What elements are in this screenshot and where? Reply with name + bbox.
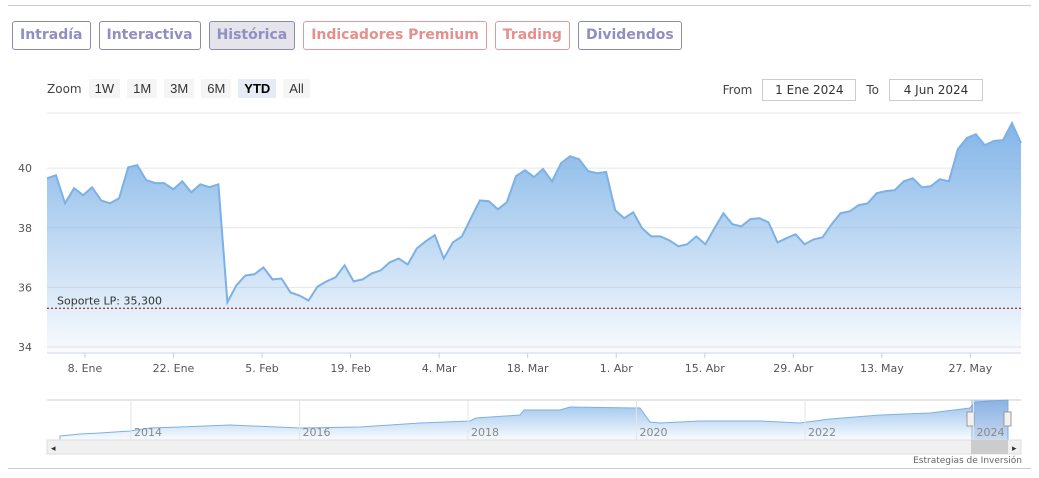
x-tick-label: 5. Feb <box>245 362 278 375</box>
credit-text: Estrategias de Inversión <box>913 456 1022 466</box>
scrollbar-track[interactable] <box>46 439 1022 455</box>
tab-dividendos[interactable]: Dividendos <box>577 21 682 50</box>
price-area <box>47 123 1021 353</box>
x-tick-label: 29. Abr <box>773 362 813 375</box>
zoom-3m-button[interactable]: 3M <box>164 79 195 98</box>
x-tick-label: 22. Ene <box>153 362 195 375</box>
x-tick-label: 27. May <box>949 362 993 375</box>
to-label: To <box>866 83 879 97</box>
scroll-left-arrow[interactable]: ◂ <box>51 444 56 454</box>
to-date-input[interactable]: 4 Jun 2024 <box>889 79 983 101</box>
y-tick-label: 34 <box>18 341 32 354</box>
tab-indicadores-premium[interactable]: Indicadores Premium <box>303 21 487 50</box>
support-label: Soporte LP: 35,300 <box>57 294 162 307</box>
navigator-handle-right[interactable] <box>1003 411 1012 427</box>
navigator-year-label: 2020 <box>640 426 668 439</box>
x-tick-label: 4. Mar <box>422 362 457 375</box>
top-divider <box>8 5 1031 6</box>
scroll-right-arrow[interactable]: ▸ <box>1012 444 1017 454</box>
navigator-year-label: 2016 <box>303 426 331 439</box>
y-tick-label: 38 <box>18 222 32 235</box>
view-tabs: Intradía Interactiva Histórica Indicador… <box>12 21 682 50</box>
navigator-series <box>59 399 1009 441</box>
zoom-label: Zoom <box>47 81 82 96</box>
x-tick-label: 18. Mar <box>507 362 549 375</box>
tab-trading[interactable]: Trading <box>494 21 570 50</box>
tab-interactiva[interactable]: Interactiva <box>98 21 201 50</box>
x-tick-label: 1. Abr <box>600 362 633 375</box>
navigator-year-label: 2022 <box>808 426 836 439</box>
navigator-year-label: 2014 <box>134 426 162 439</box>
navigator-selection[interactable] <box>971 400 1008 440</box>
y-tick-label: 36 <box>18 281 32 294</box>
zoom-1w-button[interactable]: 1W <box>88 79 121 98</box>
navigator-handle-left[interactable] <box>966 411 975 427</box>
date-range: From 1 Ene 2024 To 4 Jun 2024 <box>723 79 983 101</box>
zoom-all-button[interactable]: All <box>283 79 310 98</box>
y-tick-label: 40 <box>18 162 32 175</box>
from-label: From <box>722 83 753 97</box>
x-tick-label: 15. Abr <box>685 362 725 375</box>
x-tick-label: 13. May <box>860 362 904 375</box>
zoom-1m-button[interactable]: 1M <box>127 79 158 98</box>
navigator-year-label: 2024 <box>977 426 1005 439</box>
navigator: 2014 2016 2018 2020 2022 2024 ◂ ▸ <box>46 399 1022 455</box>
tab-intradia[interactable]: Intradía <box>12 21 91 50</box>
x-tick-label: 8. Ene <box>68 362 103 375</box>
zoom-6m-button[interactable]: 6M <box>201 79 232 98</box>
x-tick-label: 19. Feb <box>330 362 370 375</box>
price-line <box>46 120 1022 306</box>
scrollbar-thumb[interactable] <box>971 440 1008 454</box>
tab-historica[interactable]: Histórica <box>208 21 296 50</box>
from-date-input[interactable]: 1 Ene 2024 <box>762 79 857 101</box>
navigator-year-label: 2018 <box>471 426 499 439</box>
bottom-divider <box>8 468 1031 469</box>
zoom-ytd-button[interactable]: YTD <box>238 79 277 98</box>
zoom-selector: Zoom 1W 1M 3M 6M YTD All <box>47 79 310 98</box>
